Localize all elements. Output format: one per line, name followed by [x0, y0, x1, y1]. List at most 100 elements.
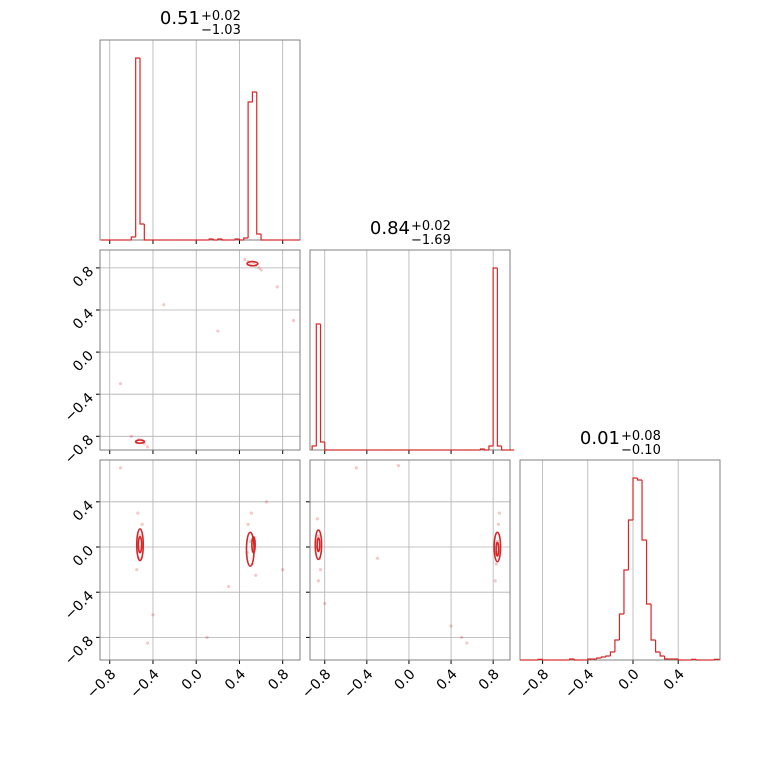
hist-bin: [614, 639, 620, 652]
hist-bin: [315, 323, 321, 446]
hist-bin: [500, 446, 506, 451]
scatter-point: [257, 266, 261, 270]
scatter-point: [396, 464, 401, 468]
panel-title-upper: +0.02: [411, 219, 451, 234]
y-tick-label: 0.4: [70, 306, 97, 333]
hist-bin: [632, 477, 638, 520]
y-tick-label: −0.8: [62, 432, 97, 467]
hist-bin: [636, 478, 643, 481]
panel-title-lower: −1.69: [411, 233, 451, 248]
scatter-point: [315, 517, 319, 521]
hist-bin: [659, 652, 665, 657]
hist-bin: [650, 604, 656, 641]
scatter-point: [275, 285, 279, 289]
y-tick-label: −0.8: [62, 633, 97, 668]
hist-bin: [605, 655, 611, 657]
panel-title: 0.01: [580, 428, 620, 449]
scatter-point: [249, 511, 253, 515]
y-tick-label: 0.8: [70, 264, 97, 291]
contour: [134, 439, 146, 444]
x-tick-label: 0.8: [476, 666, 503, 693]
hist-bin: [645, 540, 652, 605]
x-tick-label: 0.4: [222, 666, 249, 693]
hist-bin: [664, 656, 670, 660]
scatter-point: [496, 522, 501, 527]
panel-title-lower: −0.10: [621, 443, 661, 458]
panel-title-upper: +0.08: [621, 429, 661, 444]
scatter-point: [291, 318, 296, 323]
contour: [135, 528, 145, 562]
scatter-point: [243, 257, 247, 262]
plot-frame: [99, 459, 301, 661]
scatter-point: [449, 624, 453, 628]
x-tick-label: −0.4: [341, 666, 376, 701]
scatter-point: [135, 568, 139, 572]
hist-bin: [596, 657, 602, 659]
scatter-point: [281, 568, 285, 572]
hist-bin: [541, 659, 548, 661]
x-tick-label: −0.4: [562, 666, 597, 701]
plot-frame: [309, 459, 511, 661]
scatter-point: [316, 579, 321, 583]
hist-bin: [573, 659, 579, 661]
plot-frame: [309, 249, 511, 451]
contour: [314, 529, 323, 561]
scatter-point: [227, 584, 231, 589]
hist-bin: [623, 569, 629, 614]
hist-bin: [130, 236, 136, 240]
scatter-point: [216, 329, 220, 333]
scatter-point: [145, 445, 150, 449]
hist-bin: [677, 659, 683, 661]
scatter-point: [323, 601, 327, 606]
hist-bin: [251, 91, 257, 102]
hist-bin: [654, 640, 661, 653]
x-tick-label: −0.8: [84, 666, 119, 701]
hist-bin: [247, 101, 253, 238]
hist-bin: [139, 58, 145, 225]
hist-bin: [234, 238, 240, 240]
x-tick-label: 0.0: [179, 666, 206, 693]
hist-bin: [587, 658, 593, 660]
scatter-point: [162, 303, 166, 307]
contour: [251, 536, 256, 554]
scatter-point: [316, 534, 321, 538]
hist-bin: [600, 656, 606, 658]
x-tick-label: 0.8: [265, 666, 292, 693]
scatter-point: [140, 522, 144, 527]
scatter-point: [246, 522, 250, 527]
hist-bin: [208, 238, 214, 240]
scatter-point: [264, 500, 269, 504]
hist-bin: [537, 658, 543, 661]
scatter-point: [375, 556, 379, 560]
contour: [246, 260, 259, 267]
x-tick-label: 0.4: [661, 666, 688, 693]
scatter-point: [465, 641, 469, 645]
hist-bin: [221, 239, 227, 241]
hist-bin: [627, 519, 633, 570]
y-tick-label: 0.0: [70, 348, 97, 375]
scatter-point: [145, 641, 150, 645]
scatter-point: [129, 434, 133, 438]
hist-bin: [243, 237, 249, 240]
panel: −0.8 −0.4 0.0 0.4 0.01 +0.08−0.10: [517, 428, 721, 702]
hist-bin: [484, 449, 489, 451]
scatter-point: [497, 511, 502, 515]
hist-bin: [135, 57, 140, 237]
scatter-point: [248, 539, 252, 543]
contour: [495, 541, 500, 557]
hist-bin: [641, 480, 647, 541]
hist-bin: [311, 445, 317, 450]
hist-bin: [319, 324, 325, 443]
panel-title-upper: +0.02: [201, 9, 241, 24]
scatter-point: [136, 511, 140, 515]
y-tick-label: −0.4: [62, 390, 97, 425]
x-tick-label: −0.8: [299, 666, 334, 701]
scatter-point: [354, 466, 358, 470]
hist-bin: [238, 239, 244, 241]
plot-frame: [99, 249, 301, 451]
scatter-point: [259, 268, 263, 272]
scatter-point: [118, 382, 123, 386]
panel-title: 0.84: [370, 218, 410, 239]
hist-bin: [691, 658, 697, 661]
